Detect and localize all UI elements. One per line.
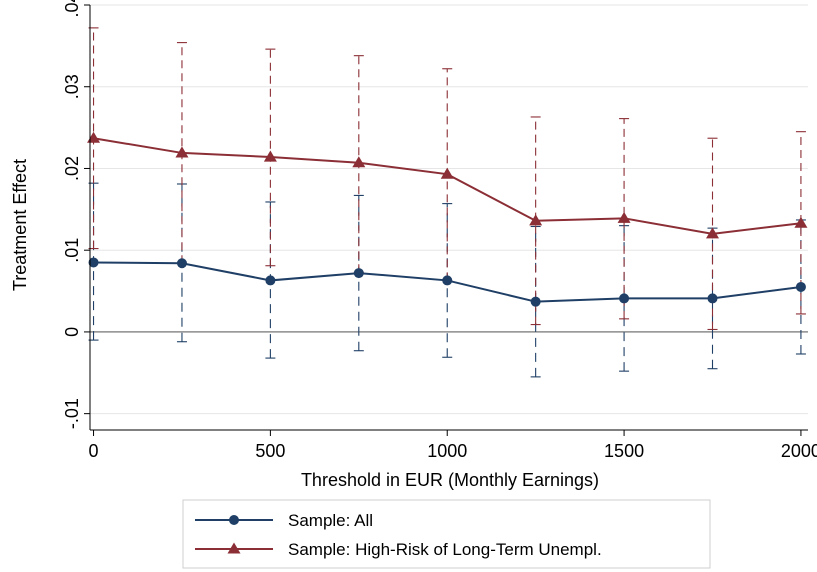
point-marker: [530, 296, 541, 307]
legend-box: [182, 499, 711, 569]
y-tick-label: .02: [62, 156, 82, 181]
point-marker: [706, 227, 720, 239]
y-tick-label: -.01: [62, 398, 82, 429]
x-tick-label: 500: [255, 441, 285, 461]
confidence-intervals: [88, 27, 806, 378]
y-tick-label: 0: [62, 327, 82, 337]
point-marker: [440, 167, 454, 179]
point-marker: [88, 257, 99, 268]
point-marker: [353, 268, 364, 279]
point-marker: [619, 293, 630, 304]
legend-marker: [229, 515, 239, 525]
point-marker: [263, 150, 277, 162]
series-markers: [87, 131, 808, 307]
y-axis-label: Treatment Effect: [10, 159, 30, 291]
point-marker: [87, 131, 101, 143]
point-marker: [175, 146, 189, 158]
point-marker: [176, 258, 187, 269]
point-marker: [265, 275, 276, 286]
x-tick-label: 1000: [427, 441, 467, 461]
grid-lines: [90, 4, 808, 415]
legend: Sample: All Sample: High-Risk of Long-Ter…: [182, 499, 711, 569]
point-marker: [795, 281, 806, 292]
x-tick-label: 1500: [604, 441, 644, 461]
axes: -.01 0 .01 .02 .03 .04 0 500 1000 1500 2000: [62, 0, 817, 461]
x-tick-label: 2000: [781, 441, 817, 461]
y-tick-label: .04: [62, 0, 82, 18]
point-marker: [529, 214, 543, 226]
point-marker: [707, 293, 718, 304]
legend-label: Sample: All: [288, 511, 373, 530]
point-marker: [617, 211, 631, 223]
point-marker: [352, 156, 366, 168]
x-axis-label: Threshold in EUR (Monthly Earnings): [301, 470, 599, 490]
point-marker: [442, 275, 453, 286]
legend-label: Sample: High-Risk of Long-Term Unempl.: [288, 540, 602, 559]
y-tick-label: .01: [62, 238, 82, 263]
point-marker: [794, 216, 808, 228]
legend-marker: [227, 542, 241, 554]
x-tick-label: 0: [89, 441, 99, 461]
y-tick-label: .03: [62, 74, 82, 99]
